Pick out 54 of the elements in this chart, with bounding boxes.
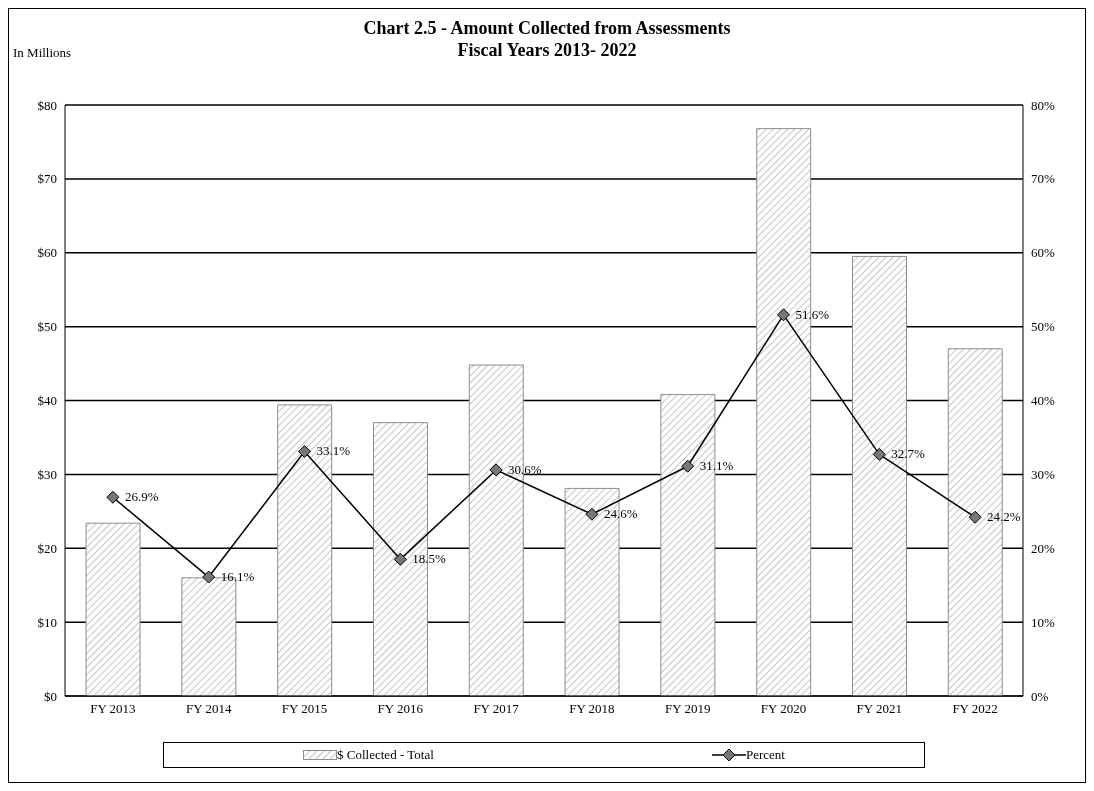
y2-tick-label: 80% [1031,97,1055,113]
point [968,510,982,524]
y-tick-label: $10 [37,614,57,630]
x-tick-label: FY 2018 [569,701,615,717]
x-tick-label: FY 2017 [473,701,520,717]
y2-tick-label: 0% [1031,688,1049,704]
y-tick-label: $80 [37,97,57,113]
y-tick-label: $30 [37,466,57,482]
point [777,308,790,322]
data-label: 32.7% [891,446,926,462]
x-tick-label: FY 2014 [186,701,232,717]
y2-tick-label: 70% [1031,171,1055,187]
y2-tick-label: 60% [1031,245,1055,261]
point [681,459,695,473]
y-axis-title: In Millions [13,45,72,61]
point [106,490,120,504]
x-tick-label: FY 2015 [281,701,328,717]
point [202,570,216,584]
data-label: 26.9% [124,489,159,505]
point [585,507,599,521]
x-tick-label: FY 2021 [856,701,902,717]
point [872,447,886,461]
y-tick-label: $0 [44,688,57,704]
data-label: 24.2% [987,509,1021,525]
chart-subtitle: Fiscal Years 2013- 2022 [457,40,637,60]
x-tick-label: FY 2013 [90,701,136,717]
x-tick-label: FY 2020 [760,701,807,717]
x-tick-label: FY 2019 [665,701,711,717]
point [489,463,503,477]
data-label: 16.1% [220,569,255,585]
data-label: 33.1% [316,443,351,459]
y-tick-label: $50 [37,319,57,335]
point [393,552,407,566]
y2-tick-label: 10% [1031,614,1055,630]
x-tick-label: FY 2016 [377,701,424,717]
data-label: 30.6% [508,461,542,477]
y-tick-label: $60 [37,245,57,261]
data-label: 31.1% [699,458,734,474]
chart-title: Chart 2.5 - Amount Collected from Assessments [362,17,732,39]
y-tick-label: $20 [37,540,57,556]
point [298,444,311,458]
y-tick-label: $40 [37,393,57,409]
legend-label: $ Collected - Total [337,747,434,763]
x-tick-label: FY 2022 [952,701,998,717]
legend-label: Percent [745,747,785,763]
y2-tick-label: 40% [1031,393,1055,409]
y2-tick-label: 20% [1031,540,1055,556]
y2-tick-label: 50% [1031,319,1055,335]
data-label: 18.5% [412,551,447,567]
bar [85,522,141,696]
y2-tick-label: 30% [1031,466,1055,482]
y-tick-label: $70 [37,171,57,187]
data-label: 51.6% [795,306,830,322]
data-label: 24.6% [603,506,638,522]
